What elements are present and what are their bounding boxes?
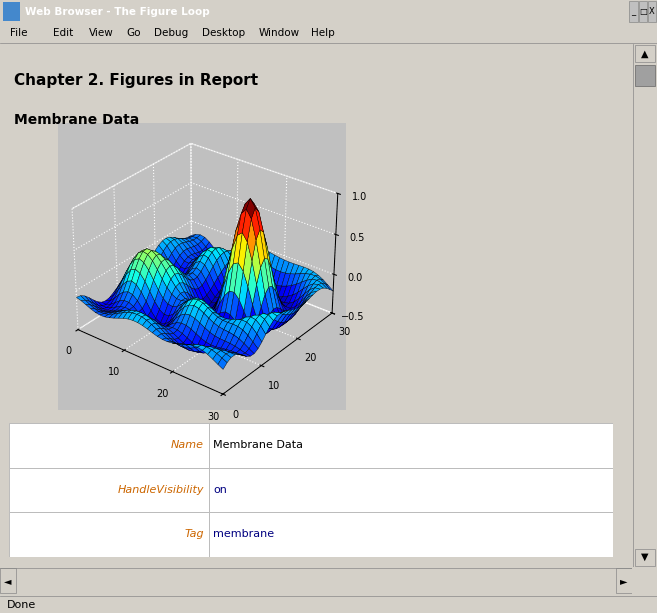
Bar xyxy=(616,568,632,593)
Text: HandleVisibility: HandleVisibility xyxy=(118,485,204,495)
Text: Go: Go xyxy=(127,28,141,37)
Text: on: on xyxy=(214,485,227,495)
Text: ◄: ◄ xyxy=(4,576,12,586)
Bar xyxy=(635,45,654,63)
Text: Done: Done xyxy=(7,600,36,610)
Text: File: File xyxy=(10,28,28,37)
Bar xyxy=(9,468,209,512)
Text: View: View xyxy=(89,28,114,37)
Text: ▲: ▲ xyxy=(641,48,648,59)
Text: Desktop: Desktop xyxy=(202,28,245,37)
Text: ►: ► xyxy=(620,576,628,586)
Bar xyxy=(209,423,613,468)
Text: _: _ xyxy=(631,7,636,16)
Text: □: □ xyxy=(639,7,646,16)
Text: Tag: Tag xyxy=(184,530,204,539)
Bar xyxy=(9,512,209,557)
Bar xyxy=(639,1,647,22)
Text: Name: Name xyxy=(171,441,204,451)
Text: ▼: ▼ xyxy=(641,552,648,562)
Bar xyxy=(629,1,638,22)
Text: Membrane Data: Membrane Data xyxy=(214,441,304,451)
Bar xyxy=(635,65,654,86)
Text: Window: Window xyxy=(259,28,300,37)
Bar xyxy=(209,512,613,557)
Text: Web Browser - The Figure Loop: Web Browser - The Figure Loop xyxy=(25,7,210,17)
Text: Debug: Debug xyxy=(154,28,189,37)
Bar xyxy=(648,1,656,22)
Bar xyxy=(209,468,613,512)
Bar xyxy=(3,2,20,21)
Text: Edit: Edit xyxy=(53,28,73,37)
Text: Help: Help xyxy=(311,28,335,37)
Bar xyxy=(9,423,209,468)
Bar xyxy=(635,549,654,566)
Text: membrane: membrane xyxy=(214,530,275,539)
Text: X: X xyxy=(649,7,655,16)
Text: Membrane Data: Membrane Data xyxy=(14,113,139,127)
Text: Chapter 2. Figures in Report: Chapter 2. Figures in Report xyxy=(14,73,258,88)
Bar xyxy=(0,568,16,593)
